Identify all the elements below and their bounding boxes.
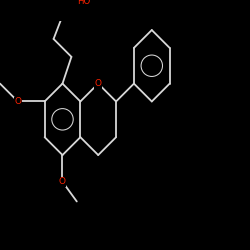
Text: HO: HO xyxy=(77,0,90,6)
Text: O: O xyxy=(59,177,66,186)
Text: O: O xyxy=(14,97,21,106)
Text: O: O xyxy=(95,79,102,88)
